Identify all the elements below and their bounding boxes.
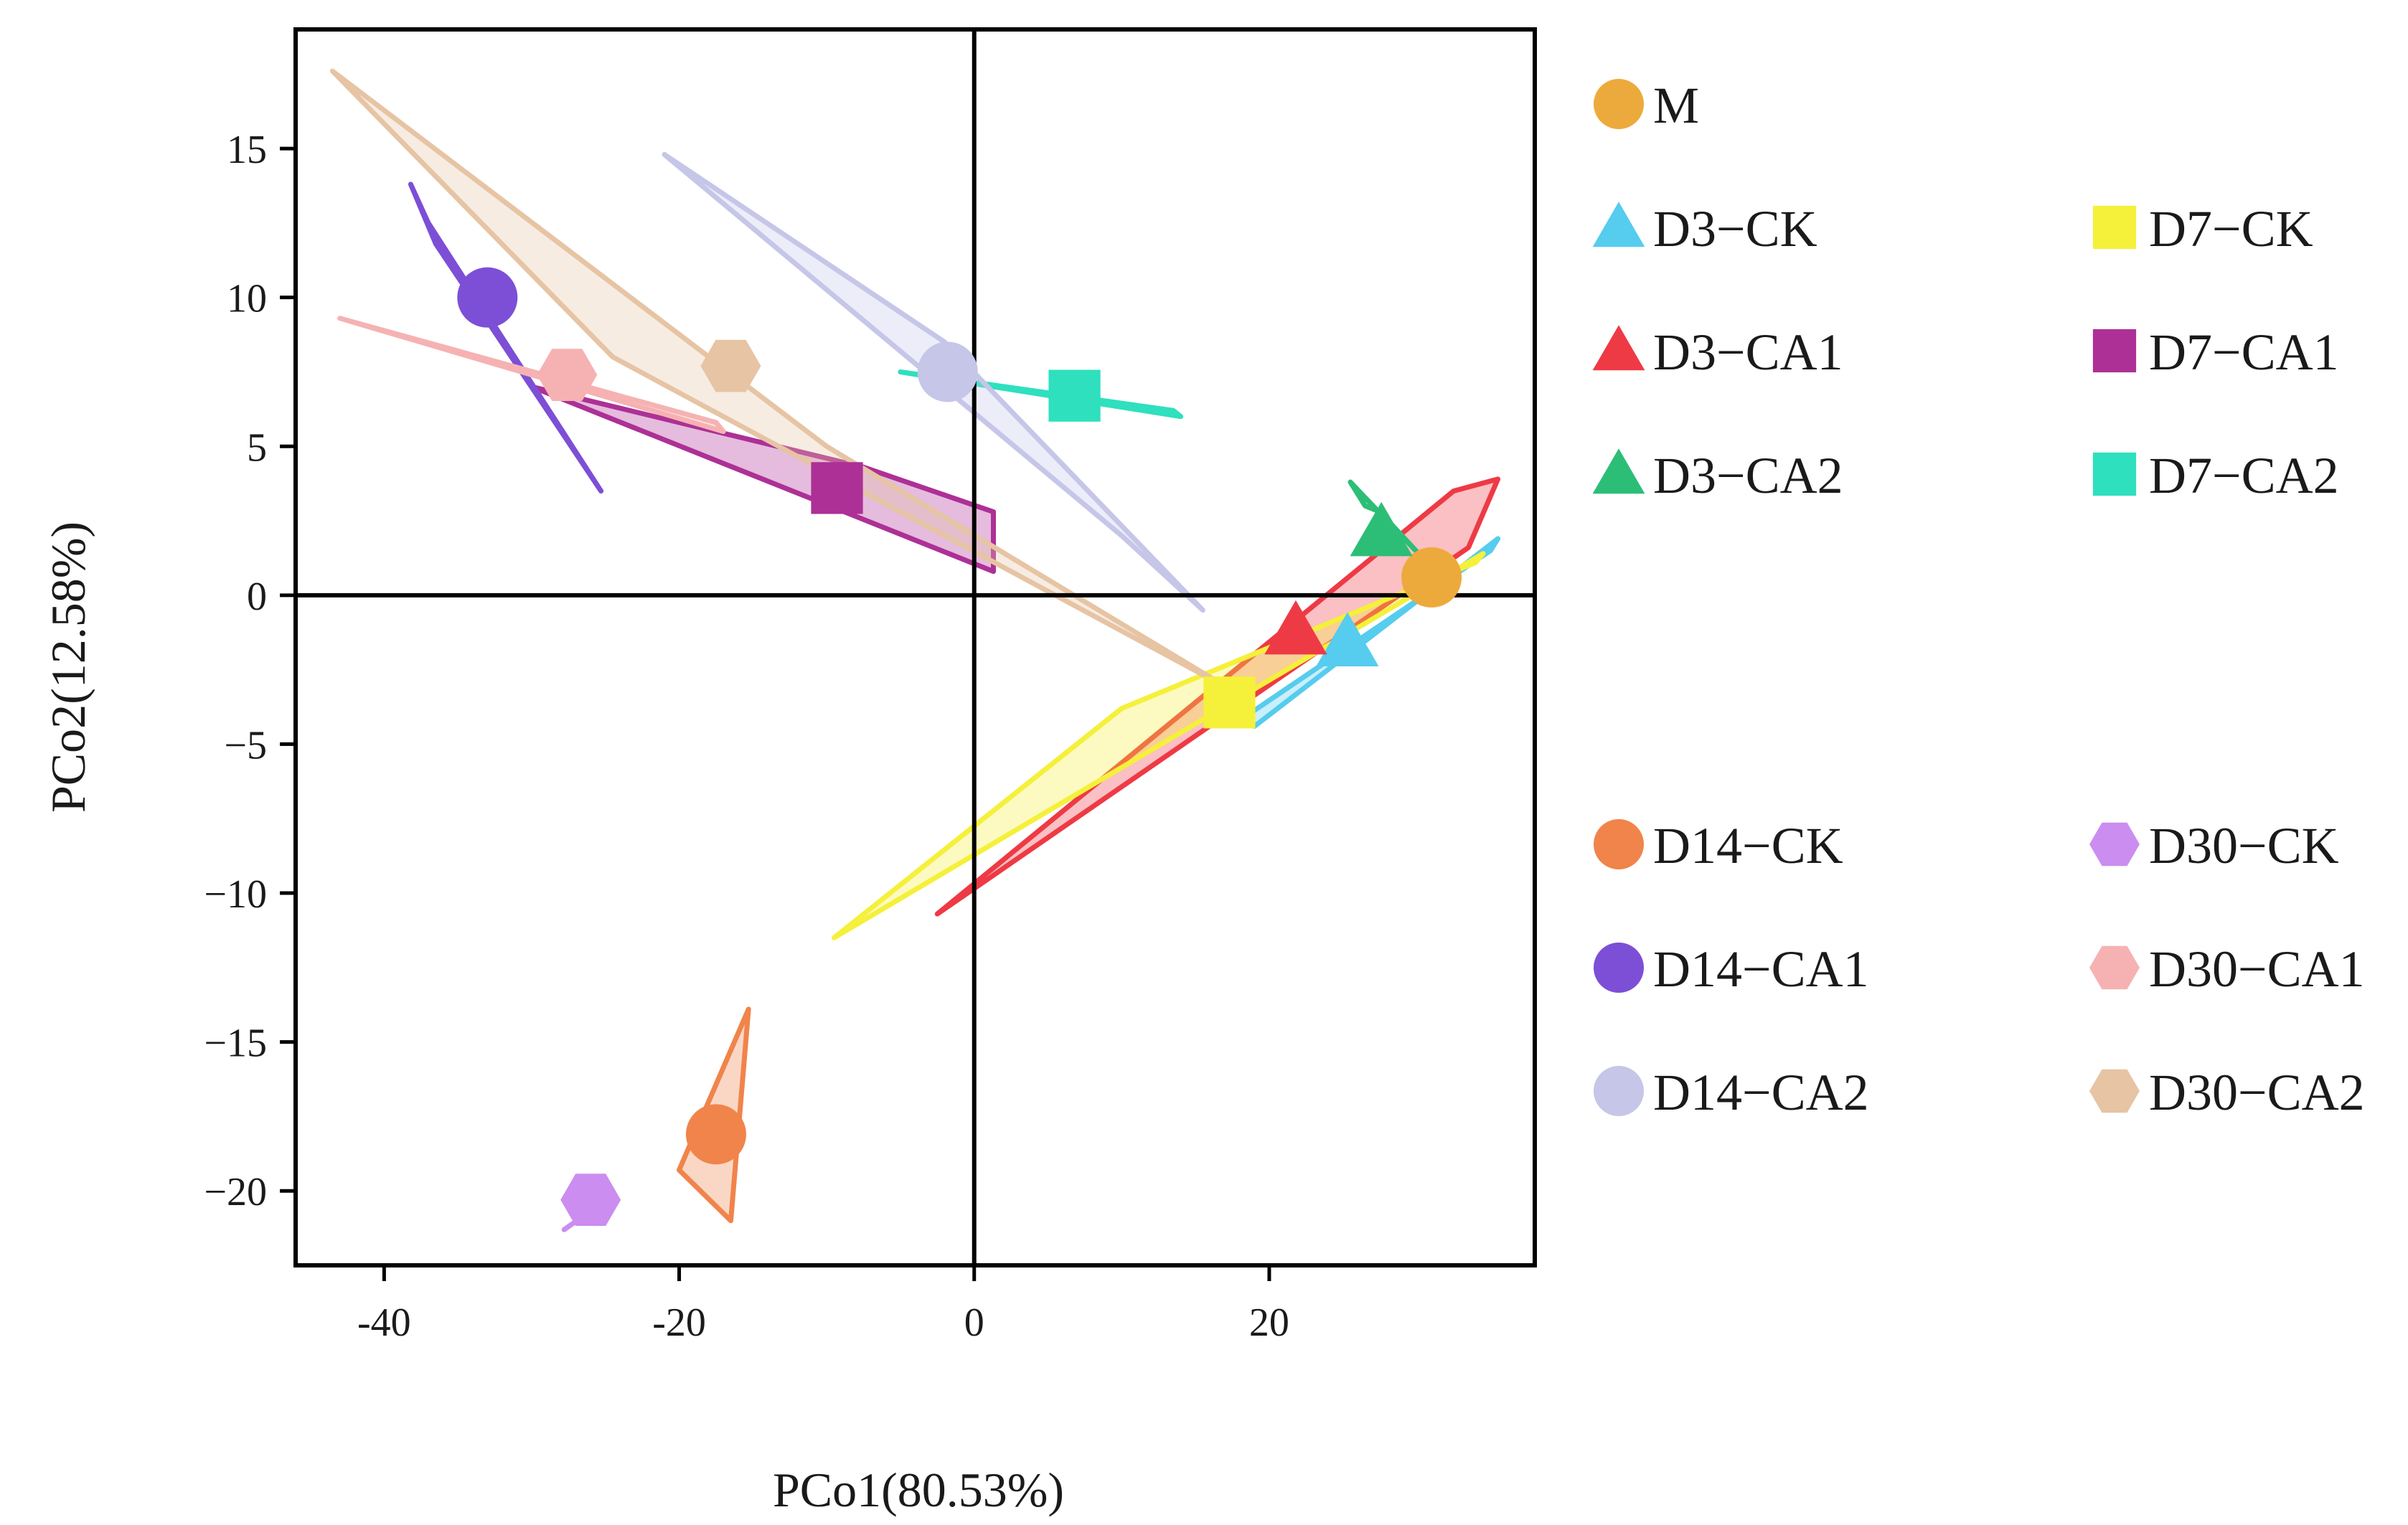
legend-marker-d14-ca1 bbox=[1594, 943, 1644, 993]
point-d7-ca1 bbox=[811, 462, 863, 514]
legend-marker-d3-ca1 bbox=[1592, 325, 1645, 371]
hull-d30-ca1 bbox=[337, 316, 726, 434]
point-d30-ck bbox=[560, 1174, 621, 1226]
point-d7-ca2 bbox=[1048, 369, 1101, 422]
legend-label-d3-ck: D3−CK bbox=[1653, 200, 1817, 258]
hull-d14-ca2 bbox=[662, 151, 1205, 613]
y-tick-label: −5 bbox=[224, 723, 267, 768]
point-d14-ca2 bbox=[917, 341, 978, 402]
legend-label-d7-ca2: D7−CA2 bbox=[2149, 447, 2339, 504]
legend-label-d3-ca1: D3−CA1 bbox=[1653, 324, 1843, 381]
plot-frame bbox=[293, 27, 1537, 1267]
y-tick-label: 10 bbox=[227, 277, 267, 321]
legend-marker-d30-ck bbox=[2089, 822, 2140, 867]
legend-marker-d30-ca2 bbox=[2089, 1069, 2140, 1113]
legend-label-d30-ca2: D30−CA2 bbox=[2149, 1064, 2365, 1121]
y-tick-label: 0 bbox=[247, 575, 267, 619]
legend-label-d14-ck: D14−CK bbox=[1653, 817, 1843, 874]
legend-marker-m bbox=[1594, 79, 1644, 129]
legend-label-d30-ck: D30−CK bbox=[2149, 817, 2339, 874]
point-d14-ck bbox=[685, 1104, 746, 1165]
point-d7-ck bbox=[1203, 676, 1256, 729]
point-d14-ca1 bbox=[457, 267, 518, 328]
x-tick-label: -20 bbox=[652, 1300, 706, 1345]
legend-marker-d14-ca2 bbox=[1594, 1066, 1644, 1116]
x-axis-title: PCo1(80.53%) bbox=[773, 1463, 1064, 1517]
marker-layer bbox=[457, 267, 1462, 1226]
legend-label-m: M bbox=[1653, 77, 1699, 134]
point-d30-ca1 bbox=[537, 349, 598, 401]
axis-layer: -40 -20 0 20 15 10 5 0 −5 −10 −15 −20 bbox=[204, 128, 1289, 1345]
legend: M D3−CK D7−CK D3−CA1 D7−CA1 D3−CA2 D7−CA2 D14−C… bbox=[1592, 77, 2365, 1121]
x-tick-label: 0 bbox=[964, 1300, 984, 1345]
legend-marker-d30-ca1 bbox=[2089, 945, 2140, 990]
legend-marker-d7-ck bbox=[2092, 205, 2137, 250]
x-tick-label: -40 bbox=[357, 1300, 411, 1345]
legend-marker-d7-ca1 bbox=[2092, 329, 2137, 373]
y-tick-label: −10 bbox=[204, 872, 267, 917]
legend-marker-d14-ck bbox=[1594, 819, 1644, 869]
y-tick-label: −20 bbox=[204, 1170, 267, 1214]
reference-lines bbox=[296, 29, 1535, 1265]
legend-label-d3-ca2: D3−CA2 bbox=[1653, 447, 1843, 504]
legend-label-d7-ca1: D7−CA1 bbox=[2149, 324, 2339, 381]
x-tick-label: 20 bbox=[1249, 1300, 1289, 1345]
hull-d14-ca1 bbox=[408, 181, 604, 494]
legend-label-d30-ca1: D30−CA1 bbox=[2149, 940, 2365, 998]
y-tick-label: 15 bbox=[227, 128, 267, 172]
point-m bbox=[1401, 547, 1462, 608]
hull-d7-ck bbox=[831, 551, 1486, 940]
y-axis-title: PCo2(12.58%) bbox=[41, 521, 95, 813]
legend-marker-d3-ck bbox=[1592, 202, 1645, 247]
point-d3-ck bbox=[1316, 612, 1379, 666]
legend-marker-d3-ca2 bbox=[1592, 448, 1645, 494]
point-d3-ca1 bbox=[1264, 600, 1327, 655]
legend-marker-d7-ca2 bbox=[2092, 452, 2137, 496]
y-tick-label: 5 bbox=[247, 425, 267, 470]
legend-label-d14-ca2: D14−CA2 bbox=[1653, 1064, 1869, 1121]
legend-label-d7-ck: D7−CK bbox=[2149, 200, 2313, 258]
point-d30-ca2 bbox=[700, 339, 761, 392]
legend-label-d14-ca1: D14−CA1 bbox=[1653, 940, 1869, 998]
y-tick-label: −15 bbox=[204, 1021, 267, 1066]
point-d3-ca2 bbox=[1350, 501, 1413, 557]
